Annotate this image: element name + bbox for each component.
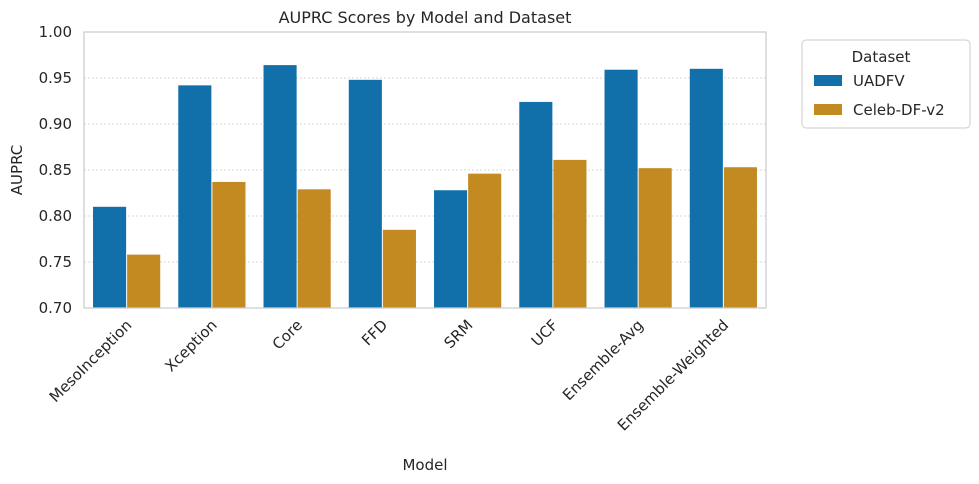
x-tick-labels: MesoInception Xception Core FFD SRM UCFEnsemb… (46, 316, 732, 434)
y-tick-label: 0.95 (39, 69, 72, 87)
bar-celeb-df-v2-ensemble-weighted (723, 167, 757, 308)
bar-uadfv-ensemble-weighted (689, 68, 723, 308)
x-tick-label: MesoInception (46, 316, 136, 406)
bar-celeb-df-v2-ensemble-avg (638, 168, 672, 308)
y-tick-labels: 0.70 0.75 0.80 0.85 0.90 0.95 1.00 (39, 23, 72, 317)
bar-uadfv-srm (434, 190, 468, 308)
legend-label-celeb-df-v2: Celeb-DF-v2 (853, 101, 945, 119)
bar-celeb-df-v2-srm (468, 173, 502, 308)
bar-uadfv-ucf (519, 101, 553, 308)
legend: Dataset UADFV Celeb-DF-v2 (801, 39, 971, 129)
y-tick-label: 0.80 (39, 207, 72, 225)
bar-celeb-df-v2-ffd (382, 229, 416, 308)
y-axis-label: AUPRC (8, 145, 26, 195)
legend-swatch-celeb-df-v2 (814, 104, 842, 115)
bar-uadfv-ensemble-avg (604, 69, 638, 308)
legend-title: Dataset (852, 48, 911, 66)
x-tick-label: UCF (528, 316, 562, 350)
bar-celeb-df-v2-ucf (553, 159, 587, 308)
y-tick-label: 0.75 (39, 253, 72, 271)
x-tick-label: Xception (161, 316, 220, 375)
x-tick-label: Ensemble-Avg (559, 316, 647, 404)
x-axis-label: Model (402, 456, 447, 474)
y-tick-label: 1.00 (39, 23, 72, 41)
x-tick-label: Core (269, 316, 306, 353)
y-tick-label: 0.70 (39, 299, 72, 317)
bar-uadfv-mesoinception (93, 206, 127, 308)
legend-swatch-uadfv (814, 75, 842, 86)
y-tick-label: 0.85 (39, 161, 72, 179)
bar-celeb-df-v2-xception (212, 181, 246, 308)
chart-title: AUPRC Scores by Model and Dataset (279, 8, 572, 27)
legend-label-uadfv: UADFV (853, 72, 905, 90)
legend-box (801, 39, 971, 129)
y-tick-label: 0.90 (39, 115, 72, 133)
bar-celeb-df-v2-mesoinception (127, 254, 161, 308)
x-tick-label: FFD (358, 316, 391, 349)
bar-celeb-df-v2-core (297, 189, 331, 308)
x-tick-label: SRM (440, 316, 476, 352)
plot-frame (83, 31, 767, 309)
bars (93, 65, 757, 309)
bar-uadfv-ffd (348, 79, 382, 308)
bar-uadfv-core (263, 65, 297, 309)
bar-uadfv-xception (178, 85, 212, 308)
